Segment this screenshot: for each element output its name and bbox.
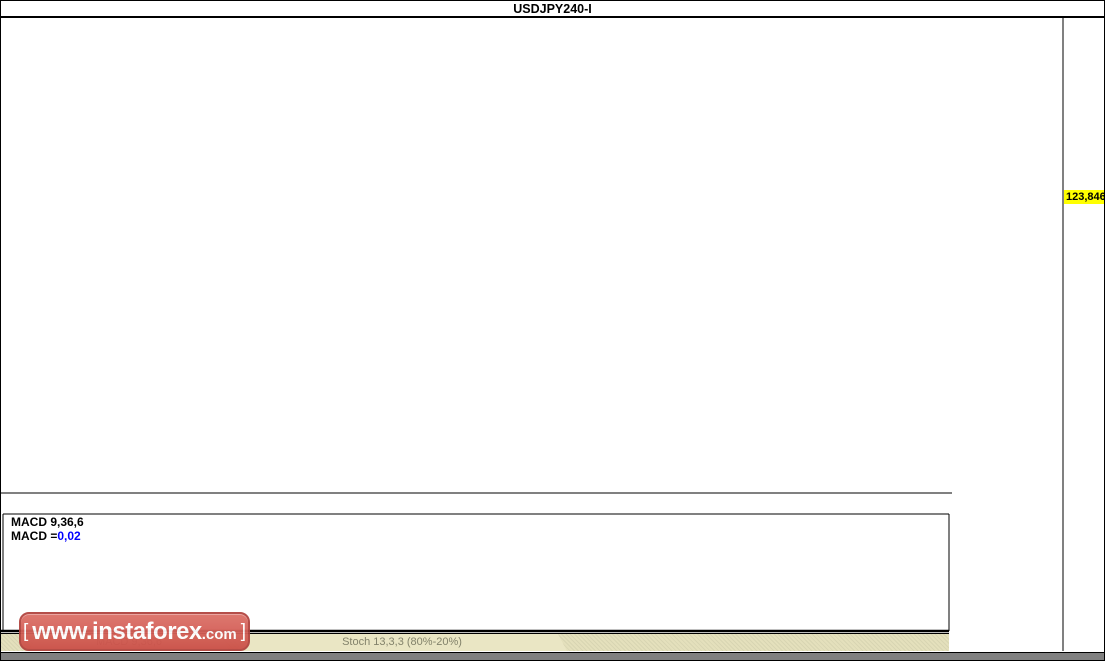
bottom-status-strip <box>1 652 1104 660</box>
instaforex-watermark-logo: [www.instaforex .com] <box>19 612 250 651</box>
watermark-bracket-open: [ <box>22 620 29 642</box>
macd-indicator-header: MACD 9,36,6 MACD =0,02 <box>11 515 84 543</box>
watermark-bracket-close: ] <box>240 620 247 642</box>
macd-value-label: MACD = <box>11 529 58 543</box>
current-price-tag: 123,846 <box>1064 190 1105 204</box>
watermark-text: www.instaforex <box>32 617 202 645</box>
macd-params-label: MACD 9,36,6 <box>11 515 84 529</box>
chart-title: USDJPY240-I <box>1 1 1104 18</box>
watermark-dot-com: .com <box>201 625 237 643</box>
tab-stochastic[interactable]: Stoch 13,3,3 (80%-20%) <box>237 634 567 651</box>
macd-current-value: 0,02 <box>57 529 81 543</box>
